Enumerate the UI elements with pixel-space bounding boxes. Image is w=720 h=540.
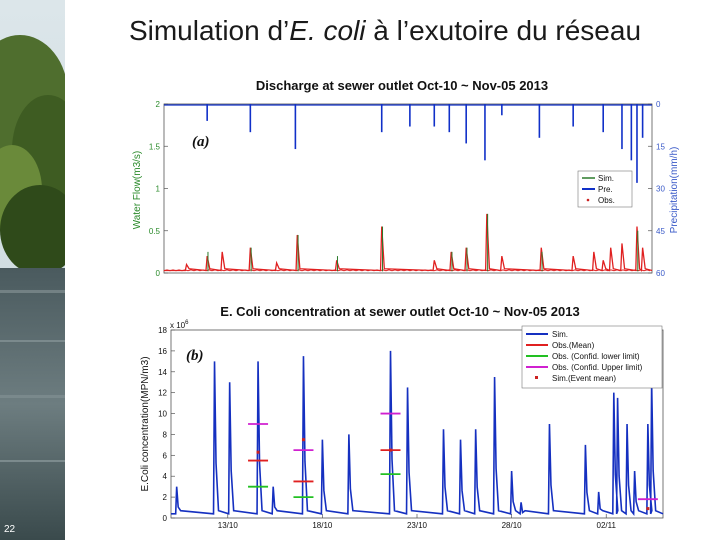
chart-a-ytick-label: 0.5 bbox=[149, 227, 161, 236]
chart-a-y2label: Precipitation(mm/h) bbox=[669, 147, 680, 234]
background-photo bbox=[0, 0, 65, 540]
chart-b-xtick-label: 23/10 bbox=[407, 521, 428, 530]
chart-a-legend: Sim. Pre. Obs. bbox=[577, 170, 633, 208]
chart-b-ylabel: E.Coli concentration(MPN/m3) bbox=[140, 356, 151, 491]
chart-b-ytick-label: 6 bbox=[163, 451, 168, 460]
figure: Discharge at sewer outlet Oct-10 ~ Nov-0… bbox=[132, 78, 680, 530]
chart-b-ytick-label: 16 bbox=[158, 347, 167, 356]
chart-b: E. Coli concentration at sewer outlet Oc… bbox=[140, 304, 664, 530]
title-part-2: à l’exutoire du réseau bbox=[365, 15, 642, 46]
chart-b-xtick-label: 02/11 bbox=[597, 521, 617, 530]
chart-b-xtick-label: 28/10 bbox=[502, 521, 523, 530]
chart-a-y2tick-label: 45 bbox=[656, 227, 665, 236]
legend-a-sim: Sim. bbox=[598, 174, 614, 183]
title-italic: E. coli bbox=[289, 15, 366, 46]
simulated-discharge-baseflow bbox=[163, 269, 651, 272]
chart-b-title: E. Coli concentration at sewer outlet Oc… bbox=[220, 304, 579, 319]
chart-b-ytick-label: 0 bbox=[163, 514, 168, 523]
sim-event-mean-marker bbox=[389, 448, 393, 452]
simulated-discharge-line bbox=[164, 213, 653, 272]
chart-b-xtick-label: 18/10 bbox=[312, 521, 333, 530]
chart-a-y2tick-label: 30 bbox=[656, 185, 665, 194]
legend-b-lower: Obs. (Confid. lower limit) bbox=[552, 352, 640, 361]
chart-b-ytick-label: 2 bbox=[163, 493, 168, 502]
title-part-1: Simulation d’ bbox=[128, 15, 290, 46]
chart-a-ytick-label: 1 bbox=[156, 185, 161, 194]
chart-b-ytick-label: 14 bbox=[158, 368, 167, 377]
chart-a-ytick-label: 1.5 bbox=[149, 142, 161, 151]
legend-b-event-mean: Sim.(Event mean) bbox=[552, 374, 616, 383]
chart-a-y2tick-label: 15 bbox=[656, 142, 665, 151]
chart-b-ytick-label: 4 bbox=[163, 472, 168, 481]
chart-b-ytick-label: 10 bbox=[158, 410, 167, 419]
chart-b-ytick-label: 18 bbox=[158, 326, 167, 335]
chart-a-plot-area bbox=[163, 103, 653, 274]
chart-a-ylabel: Water Flow(m3/s) bbox=[132, 151, 143, 230]
chart-a-y2tick-label: 0 bbox=[656, 100, 661, 109]
chart-a-ytick-label: 2 bbox=[156, 100, 161, 109]
sim-event-mean-marker bbox=[256, 450, 260, 454]
chart-a: Discharge at sewer outlet Oct-10 ~ Nov-0… bbox=[132, 78, 680, 278]
chart-b-legend: Sim. Obs.(Mean) Obs. (Confid. lower limi… bbox=[521, 325, 663, 389]
chart-b-ytick-label: 8 bbox=[163, 430, 168, 439]
chart-b-ytick-label: 12 bbox=[158, 389, 167, 398]
chart-a-ytick-label: 0 bbox=[156, 269, 161, 278]
legend-b-obs-mean: Obs.(Mean) bbox=[552, 341, 595, 350]
sim-event-mean-marker bbox=[646, 507, 650, 511]
chart-b-xtick-label: 13/10 bbox=[218, 521, 239, 530]
chart-b-exponent: x 106 bbox=[170, 320, 189, 330]
chart-a-panel-label: (a) bbox=[192, 134, 210, 150]
chart-a-title: Discharge at sewer outlet Oct-10 ~ Nov-0… bbox=[256, 78, 548, 93]
legend-b-sim: Sim. bbox=[552, 330, 568, 339]
slide-title: Simulation d’E. coli à l’exutoire du rés… bbox=[120, 14, 650, 48]
legend-a-obs: Obs. bbox=[598, 196, 615, 205]
chart-a-y2tick-label: 60 bbox=[656, 269, 665, 278]
legend-a-pre: Pre. bbox=[598, 185, 613, 194]
simulated-ecoli-line bbox=[171, 350, 664, 516]
chart-b-panel-label: (b) bbox=[186, 348, 204, 364]
legend-b-upper: Obs. (Confid. Upper limit) bbox=[552, 363, 643, 372]
sim-event-mean-marker bbox=[301, 438, 305, 442]
slide-number: 22 bbox=[4, 524, 16, 535]
